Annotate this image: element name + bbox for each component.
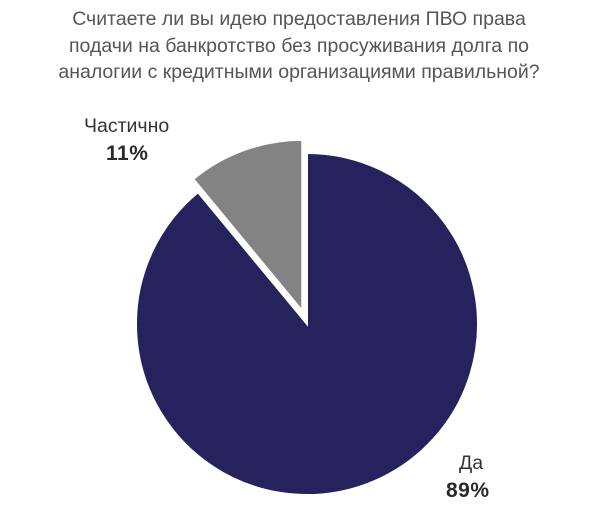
- slice-value-chastichno: 11%: [106, 142, 149, 165]
- chart-title-line-2: подачи на банкротство без просуживания д…: [69, 34, 529, 57]
- chart-title: Считаете ли вы идею предоставления ПВО п…: [20, 6, 578, 86]
- slice-label-chastichno: Частично: [84, 115, 170, 137]
- chart-title-line-1: Считаете ли вы идею предоставления ПВО п…: [72, 8, 526, 30]
- slice-label-da: Да: [459, 452, 484, 474]
- pie-slice-da: [135, 151, 479, 496]
- slice-value-da: 89%: [446, 479, 490, 502]
- chart-title-line-3: аналогии с кредитными организациями прав…: [58, 61, 540, 83]
- pie-slice-chastichno: [191, 138, 304, 314]
